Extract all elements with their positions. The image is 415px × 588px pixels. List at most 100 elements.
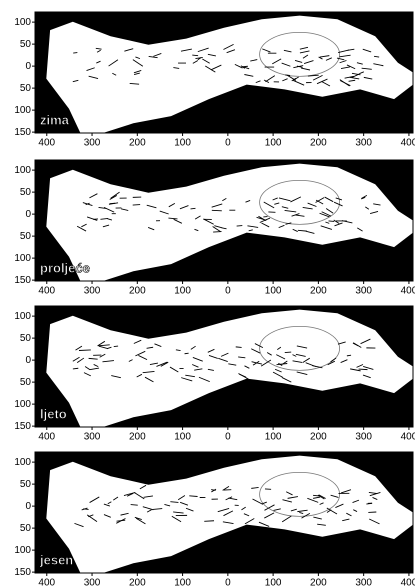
current-vector <box>360 338 371 345</box>
current-vector <box>218 357 228 362</box>
x-tick-label: 100 <box>174 286 191 297</box>
current-vector <box>369 492 381 497</box>
current-vector <box>330 494 339 498</box>
current-vector <box>295 353 306 357</box>
current-vector <box>207 53 216 57</box>
current-vector <box>299 512 304 514</box>
current-vector <box>148 55 158 59</box>
current-vector <box>103 514 111 518</box>
x-tick-label: 100 <box>174 578 191 588</box>
current-vector <box>130 504 138 506</box>
current-vector <box>373 55 380 58</box>
current-vector <box>210 64 222 71</box>
current-vector <box>238 373 249 380</box>
x-tick-label: 0 <box>225 432 231 443</box>
current-vector <box>274 368 282 373</box>
current-vector <box>156 361 168 367</box>
current-vector <box>324 196 334 203</box>
current-vector <box>320 225 333 230</box>
current-vector <box>220 352 229 357</box>
current-vector <box>272 58 282 65</box>
current-vector <box>143 495 154 498</box>
current-vector <box>252 360 260 366</box>
panel-frame <box>34 159 414 282</box>
current-vector <box>318 494 326 499</box>
y-tick-label: 100 <box>14 311 31 322</box>
current-vector <box>326 507 338 515</box>
current-vector <box>146 346 154 349</box>
x-tick-label: 400 <box>401 432 415 443</box>
current-vector <box>365 206 370 210</box>
current-vector <box>89 367 100 371</box>
current-vector <box>95 47 102 50</box>
current-vector <box>262 501 267 505</box>
x-tick-label: 100 <box>265 286 282 297</box>
current-vector <box>303 60 314 64</box>
current-vector <box>189 495 198 497</box>
x-tick-label: 300 <box>84 578 101 588</box>
current-vector <box>142 506 154 511</box>
current-vector <box>86 216 98 221</box>
sea <box>46 309 414 427</box>
current-vector <box>135 350 146 357</box>
current-vector <box>263 201 275 209</box>
x-tick-label: 400 <box>38 432 55 443</box>
current-vector <box>179 501 189 506</box>
current-vector <box>296 345 308 349</box>
current-vector <box>344 75 354 79</box>
current-vector <box>113 496 119 501</box>
current-vector <box>373 63 384 67</box>
current-vector <box>283 49 292 53</box>
current-vector <box>340 66 350 70</box>
current-vector <box>281 206 289 209</box>
x-tick-label: 200 <box>310 286 327 297</box>
current-vector <box>264 512 275 519</box>
current-vector <box>98 345 109 350</box>
x-tick-label: 200 <box>310 578 327 588</box>
current-vector <box>129 83 140 85</box>
current-vector <box>305 362 316 368</box>
current-vector <box>258 521 270 527</box>
current-vector <box>307 74 319 77</box>
current-vector <box>244 365 250 369</box>
y-tick-label: 100 <box>14 457 31 468</box>
panel-frame <box>34 305 414 428</box>
panel-label: proljeće <box>40 260 90 275</box>
current-vector <box>336 57 345 61</box>
current-vector <box>363 76 373 80</box>
current-vector <box>81 223 87 228</box>
current-vector <box>146 509 152 513</box>
current-vector <box>120 208 129 211</box>
current-vector <box>89 193 98 199</box>
current-vector <box>109 195 117 200</box>
current-vector <box>86 67 95 71</box>
x-tick-label: 200 <box>129 138 146 149</box>
gyre-contour <box>259 471 341 517</box>
current-vector <box>292 354 297 357</box>
y-tick-label: 50 <box>20 83 32 94</box>
current-vector <box>276 354 286 360</box>
current-vector <box>134 492 145 500</box>
current-vector <box>99 353 106 358</box>
current-vector <box>83 508 89 510</box>
current-vector <box>296 371 308 376</box>
current-vector <box>212 226 221 232</box>
current-vector <box>226 49 236 54</box>
current-vector <box>96 60 101 64</box>
current-vector <box>88 75 99 79</box>
current-vector <box>245 200 251 203</box>
y-tick-label: 100 <box>14 165 31 176</box>
current-vector <box>356 62 363 65</box>
current-vector <box>352 342 359 347</box>
current-vector <box>348 79 356 82</box>
x-tick-label: 0 <box>225 578 231 588</box>
current-vector <box>147 227 155 231</box>
gyre-contour <box>259 179 341 225</box>
current-vector <box>282 78 288 82</box>
y-tick-label: 50 <box>20 377 32 388</box>
panel-label: zima <box>40 112 70 127</box>
current-vector <box>132 59 144 67</box>
current-vector <box>369 210 379 215</box>
y-tick-label: 100 <box>14 399 31 410</box>
